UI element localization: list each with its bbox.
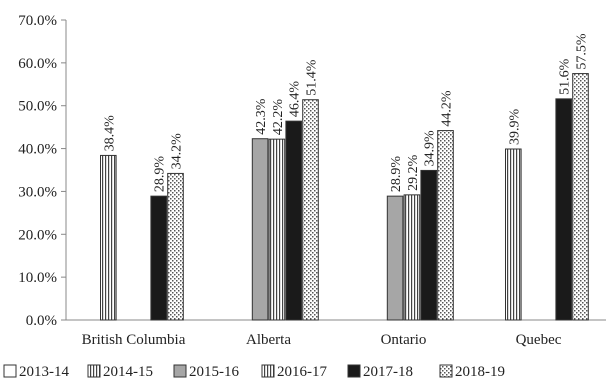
legend-label: 2013-14 [19,364,69,380]
data-label: 57.5% [575,33,590,70]
legend-label: 2015-16 [189,364,239,380]
legend-swatch [173,364,187,378]
legend-item: 2014-15 [87,364,153,380]
bar [572,73,589,321]
y-tick-label: 0.0% [26,313,57,329]
y-tick-label: 30.0% [18,184,57,200]
legend-item: 2017-18 [347,364,413,380]
bars [100,73,589,321]
y-tick-label: 50.0% [18,99,57,115]
legend-label: 2014-15 [103,364,153,380]
category-label: British Columbia [82,332,186,348]
bar [555,98,573,321]
bar [505,148,522,321]
bar [150,195,167,321]
data-label: 29.2% [406,154,421,191]
data-label: 51.6% [558,58,573,95]
bar [302,99,319,321]
legend-swatch [261,364,275,378]
bar [285,120,302,321]
bar [437,130,454,321]
bar [100,154,117,321]
data-label: 42.3% [254,98,269,135]
data-labels: 38.4%28.9%34.2%42.3% 42.2% 46.4%51.4%28.9%… [102,33,589,192]
data-label: 28.9% [153,156,168,193]
legend-item: 2015-16 [173,364,239,380]
data-label: 44.2% [440,90,455,127]
legend-swatch [3,364,17,378]
y-axis: 0.0% 10.0% 20.0% 30.0% 40.0% 50.0% 60.0% 70.0% [18,13,606,329]
data-label: 38.4% [102,115,117,152]
data-label: 34.2% [170,133,185,170]
legend-item: 2013-14 [3,364,69,380]
legend-swatch [87,364,101,378]
data-label: 51.4% [305,59,320,96]
bar [403,194,421,321]
legend-swatch [439,364,453,378]
legend: 2013-14 2014-15 2015-16 2016-17 2017-18 2018-… [3,364,505,380]
y-tick-label: 40.0% [18,142,57,158]
legend-label: 2017-18 [363,364,413,380]
legend-label: 2018-19 [455,364,505,380]
data-label: 28.9% [389,156,404,193]
y-tick-label: 70.0% [18,13,57,29]
bar [251,138,269,321]
legend-label: 2016-17 [277,364,327,380]
bar [420,169,437,321]
legend-swatch [347,364,361,378]
bar [268,138,286,321]
x-axis-categories: British Columbia Alberta Ontario Quebec [82,332,562,348]
data-label: 46.4% [288,81,303,118]
data-label: 39.9% [507,109,522,146]
legend-item: 2016-17 [261,364,327,380]
category-label: Ontario [381,332,427,348]
category-label: Quebec [516,332,562,348]
bar [167,172,184,321]
data-label: 42.2% [271,99,286,136]
y-tick-label: 10.0% [18,270,57,286]
legend-item: 2018-19 [439,364,505,380]
data-label: 34.9% [423,130,438,167]
y-tick-label: 60.0% [18,56,57,72]
category-label: Alberta [246,332,291,348]
bar [386,195,404,321]
y-tick-label: 20.0% [18,227,57,243]
